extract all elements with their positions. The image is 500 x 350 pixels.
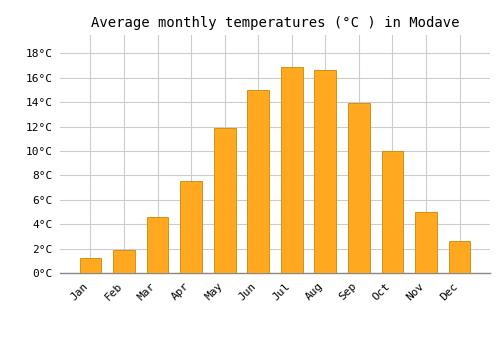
- Title: Average monthly temperatures (°C ) in Modave: Average monthly temperatures (°C ) in Mo…: [91, 16, 459, 30]
- Bar: [415, 212, 437, 273]
- Bar: [314, 70, 336, 273]
- Bar: [448, 241, 470, 273]
- Bar: [146, 217, 169, 273]
- Bar: [214, 128, 236, 273]
- Bar: [248, 90, 269, 273]
- Bar: [180, 181, 202, 273]
- Bar: [281, 67, 302, 273]
- Bar: [348, 103, 370, 273]
- Bar: [382, 151, 404, 273]
- Bar: [113, 250, 135, 273]
- Bar: [80, 258, 102, 273]
